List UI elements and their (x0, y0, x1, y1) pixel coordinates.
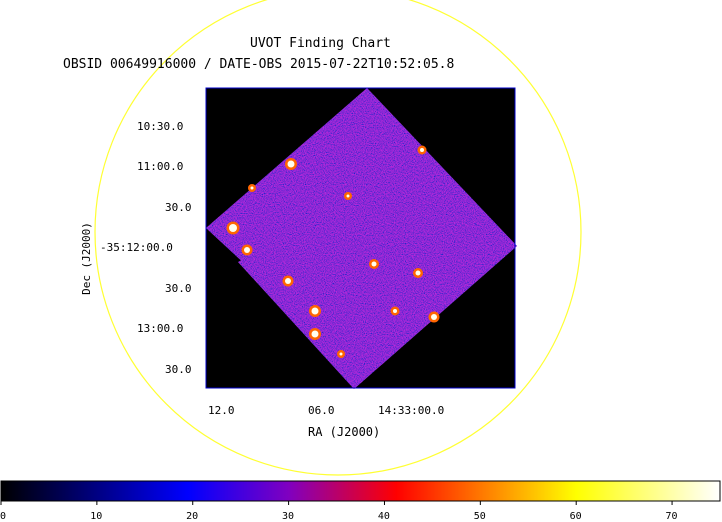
chart-subtitle: OBSID 00649916000 / DATE-OBS 2015-07-22T… (63, 57, 455, 72)
colorbar-ticks (0, 501, 673, 505)
source (393, 309, 397, 313)
colorbar-tick-label: 50 (473, 511, 486, 522)
source (346, 194, 350, 198)
dec-tick-label: 30.0 (165, 201, 192, 214)
colorbar-tick-label: 30 (282, 511, 295, 522)
source (229, 224, 237, 232)
chart-title: UVOT Finding Chart (250, 36, 391, 51)
source (371, 261, 377, 267)
dec-tick-label: 10:30.0 (137, 120, 184, 133)
source (311, 307, 319, 315)
colorbar-tick-label: 70 (665, 511, 678, 522)
ra-tick-label: 12.0 (208, 404, 235, 417)
source (244, 247, 250, 253)
source (415, 270, 421, 276)
source (420, 148, 424, 152)
image-frame (205, 87, 516, 389)
source (287, 160, 295, 168)
x-axis-label: RA (J2000) (308, 425, 381, 439)
colorbar-tick-label: 10 (90, 511, 103, 522)
source (250, 186, 254, 190)
ra-tick-label: 06.0 (308, 404, 335, 417)
sources (226, 145, 440, 358)
source (285, 278, 291, 284)
colorbar-tick-label: 20 (186, 511, 199, 522)
dec-tick-label: 11:00.0 (137, 160, 184, 173)
field-circle (94, 0, 582, 476)
source (431, 314, 437, 320)
colorbar-tick-label: 0 (0, 511, 7, 522)
source (339, 352, 343, 356)
dec-tick-label: 13:00.0 (137, 322, 184, 335)
ra-tick-label: 14:33:00.0 (378, 404, 445, 417)
dec-tick-label: 30.0 (165, 282, 192, 295)
source (311, 330, 319, 338)
y-axis-label: Dec (J2000) (79, 222, 93, 295)
colorbar-tick-label: 60 (569, 511, 582, 522)
dec-tick-label: 30.0 (165, 363, 192, 376)
colorbar-tick-label: 40 (377, 511, 390, 522)
dec-tick-label: -35:12:00.0 (100, 241, 173, 254)
colorbar (0, 480, 721, 502)
